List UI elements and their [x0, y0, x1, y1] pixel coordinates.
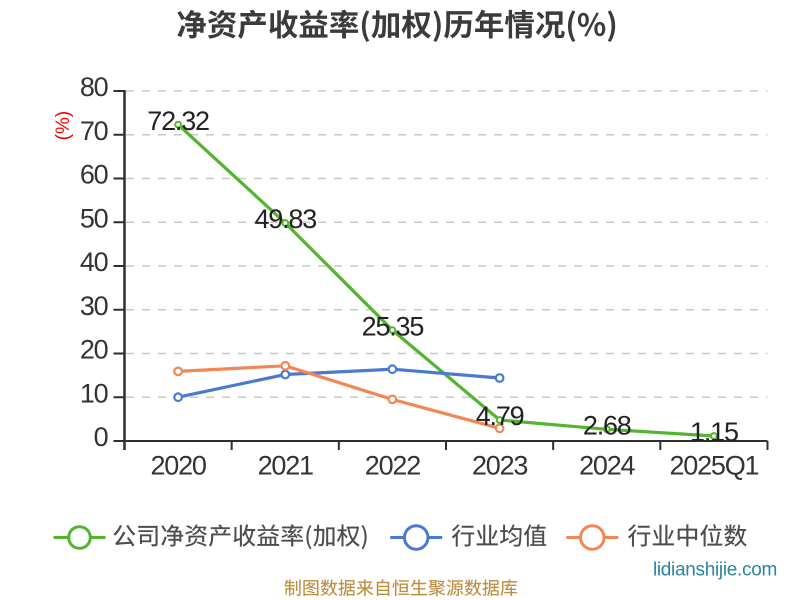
svg-text:80: 80 [80, 72, 108, 102]
svg-text:20: 20 [80, 335, 108, 365]
svg-text:2025Q1: 2025Q1 [669, 451, 758, 481]
svg-text:lidianshijie.com: lidianshijie.com [653, 560, 777, 581]
svg-text:(%): (%) [53, 111, 74, 141]
svg-text:70: 70 [80, 116, 108, 146]
svg-text:2022: 2022 [365, 451, 420, 481]
svg-text:4.79: 4.79 [476, 401, 524, 431]
svg-text:50: 50 [80, 203, 108, 233]
svg-text:30: 30 [80, 291, 108, 321]
svg-text:2024: 2024 [579, 451, 635, 481]
svg-text:10: 10 [80, 378, 108, 408]
svg-text:40: 40 [80, 247, 108, 277]
svg-text:2023: 2023 [472, 451, 527, 481]
svg-text:2020: 2020 [150, 451, 205, 481]
svg-text:1.15: 1.15 [690, 417, 738, 447]
svg-text:25.35: 25.35 [362, 311, 424, 341]
svg-text:49.83: 49.83 [254, 204, 316, 234]
svg-text:60: 60 [80, 160, 108, 190]
svg-text:2021: 2021 [258, 451, 313, 481]
svg-text:72.32: 72.32 [147, 106, 209, 136]
svg-text:0: 0 [94, 422, 108, 452]
svg-text:2.68: 2.68 [583, 411, 631, 441]
